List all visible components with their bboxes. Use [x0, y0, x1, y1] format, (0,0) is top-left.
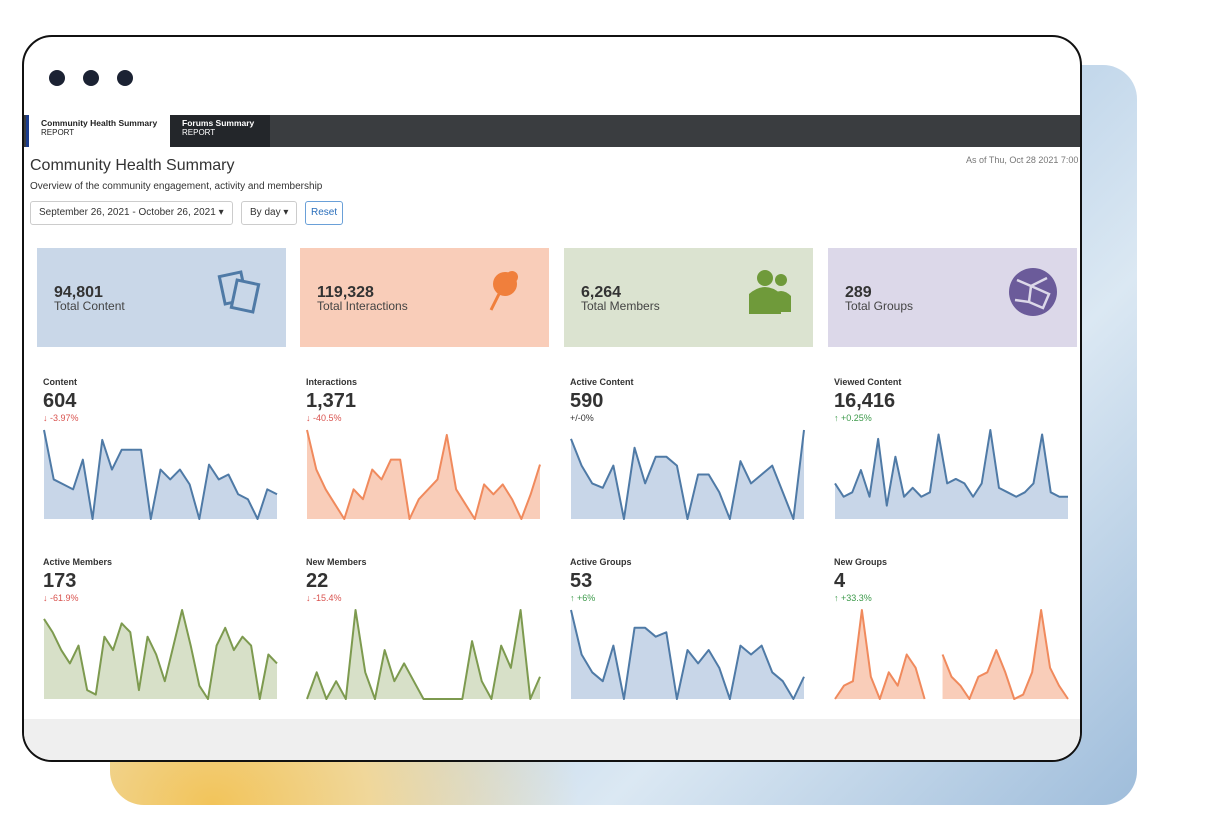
- card-value: 289: [845, 284, 872, 301]
- tab-bar: Community Health Summary REPORT Forums Su…: [24, 115, 1080, 147]
- page-title: Community Health Summary: [30, 157, 235, 174]
- metric-label: Viewed Content: [834, 377, 902, 387]
- page-subtitle: Overview of the community engagement, ac…: [30, 181, 323, 192]
- metric: Interactions 1,371 ↓ -40.5%: [306, 377, 541, 520]
- metric: Content 604 ↓ -3.97%: [43, 377, 278, 520]
- card-value: 6,264: [581, 284, 622, 301]
- card-value: 119,328: [317, 284, 374, 301]
- metric: Active Groups 53 ↑ +6%: [570, 557, 805, 700]
- metric-change: ↓ -15.4%: [306, 593, 342, 603]
- metric-value: 590: [570, 390, 604, 412]
- summary-card: 94,801 Total Content: [37, 248, 286, 347]
- sparkline-area: [44, 610, 277, 699]
- card-label: Total Interactions: [317, 299, 408, 313]
- metric-label: Active Content: [570, 377, 634, 387]
- metric-value: 22: [306, 570, 329, 592]
- window: Community Health Summary REPORT Forums Su…: [22, 35, 1082, 762]
- tab-title: Community Health Summary: [41, 118, 158, 128]
- card-value: 94,801: [54, 284, 103, 301]
- card-icon: [489, 271, 518, 311]
- metric-value: 173: [43, 570, 77, 592]
- metric-label: New Groups: [834, 557, 888, 567]
- sparkline: [834, 429, 1068, 519]
- metric-change: ↓ -40.5%: [306, 413, 342, 423]
- sparkline: [834, 609, 1069, 700]
- sparkline-line: [834, 609, 1069, 700]
- sparkline-line: [306, 609, 541, 700]
- sparkline: [570, 429, 805, 520]
- metric-change: +/-0%: [570, 413, 594, 423]
- tab-title: Forums Summary: [182, 118, 255, 128]
- sparkline: [43, 609, 278, 700]
- reset-button[interactable]: Reset: [305, 201, 344, 225]
- screen: Community Health Summary REPORT Forums Su…: [24, 115, 1080, 719]
- card-label: Total Members: [581, 299, 660, 313]
- metric-change: ↑ +33.3%: [834, 593, 872, 603]
- sparkline-line: [43, 429, 278, 520]
- card-icon: [749, 270, 791, 314]
- summary-card: 6,264 Total Members: [564, 248, 813, 347]
- metric-change: ↓ -61.9%: [43, 593, 79, 603]
- metric-label: New Members: [306, 557, 367, 567]
- sparkline: [43, 429, 278, 520]
- sparkline-line: [570, 609, 805, 700]
- sparkline: [306, 429, 541, 520]
- date-range-button[interactable]: September 26, 2021 - October 26, 2021 ▾: [30, 201, 233, 225]
- card-icon: [1009, 268, 1057, 316]
- footer-bar: [24, 719, 1080, 760]
- sparkline-area: [835, 430, 1068, 519]
- metric-value: 16,416: [834, 390, 896, 412]
- metric-value: 604: [43, 390, 77, 412]
- metric-change: ↑ +0.25%: [834, 413, 872, 423]
- metric-value: 1,371: [306, 390, 357, 412]
- metric: Active Content 590 +/-0%: [570, 377, 805, 520]
- sparkline-area: [307, 610, 540, 699]
- sparkline: [570, 609, 805, 700]
- sparkline-area: [571, 430, 804, 519]
- interval-button[interactable]: By day ▾: [241, 201, 298, 225]
- sparkline-line: [306, 429, 541, 520]
- window-dot: [117, 70, 133, 86]
- sparkline-line: [570, 429, 805, 520]
- card-label: Total Content: [54, 299, 125, 313]
- sparkline-line: [834, 429, 1068, 507]
- metric-label: Interactions: [306, 377, 358, 387]
- sparkline-line: [43, 609, 278, 700]
- tab-subtitle: REPORT: [182, 128, 216, 137]
- metric-label: Content: [43, 377, 77, 387]
- metric: New Members 22 ↓ -15.4%: [306, 557, 541, 700]
- tab[interactable]: Forums Summary REPORT: [170, 115, 270, 147]
- metric-value: 53: [570, 570, 593, 592]
- card-label: Total Groups: [845, 299, 914, 313]
- timestamp: As of Thu, Oct 28 2021 7:00 A: [966, 155, 1080, 165]
- metric-value: 4: [834, 570, 846, 592]
- window-dot: [83, 70, 99, 86]
- sparkline-area: [835, 610, 1068, 699]
- window-dot: [49, 70, 65, 86]
- date-range: September 26, 2021 - October 26, 2021: [39, 207, 216, 218]
- interval: By day: [250, 207, 281, 218]
- metric: Active Members 173 ↓ -61.9%: [43, 557, 278, 700]
- sparkline-area: [307, 430, 540, 519]
- metric-change: ↑ +6%: [570, 593, 596, 603]
- summary-card: 119,328 Total Interactions: [300, 248, 549, 347]
- metric-change: ↓ -3.97%: [43, 413, 79, 423]
- summary-card: 289 Total Groups: [828, 248, 1077, 347]
- sparkline: [306, 609, 541, 700]
- metric: New Groups 4 ↑ +33.3%: [834, 557, 1069, 700]
- tab[interactable]: Community Health Summary REPORT: [26, 115, 170, 147]
- card-icon: [217, 270, 261, 314]
- metric-label: Active Groups: [570, 557, 632, 567]
- metric-label: Active Members: [43, 557, 113, 567]
- tab-subtitle: REPORT: [41, 128, 75, 137]
- metric: Viewed Content 16,416 ↑ +0.25%: [834, 377, 1069, 520]
